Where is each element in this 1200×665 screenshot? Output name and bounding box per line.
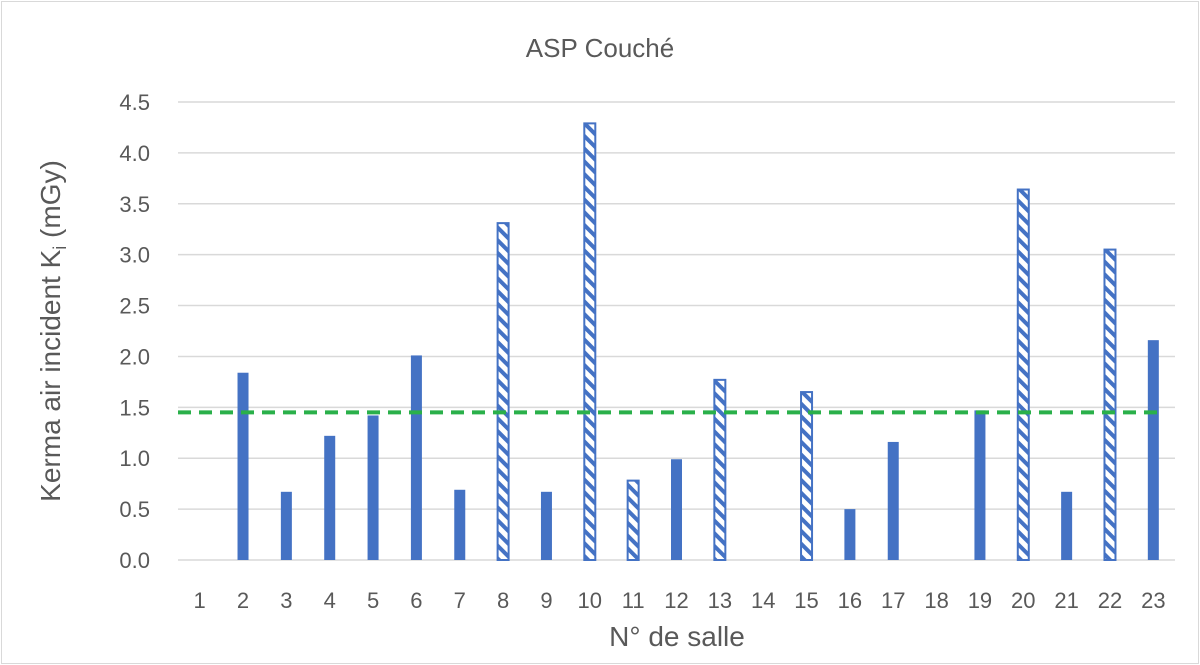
chart-title: ASP Couché [526, 33, 674, 63]
y-tick-label: 3.5 [119, 192, 150, 217]
x-tick-label: 22 [1098, 588, 1122, 613]
bar-salle-4 [324, 435, 336, 560]
y-tick-label: 0.5 [119, 497, 150, 522]
x-tick-label: 13 [708, 588, 732, 613]
bar-salle-9 [540, 491, 552, 560]
x-tick-label: 9 [540, 588, 552, 613]
x-tick-label: 8 [497, 588, 509, 613]
x-tick-label: 10 [578, 588, 602, 613]
bar-salle-5 [367, 415, 379, 560]
x-tick-label: 6 [410, 588, 422, 613]
x-tick-label: 21 [1054, 588, 1078, 613]
x-tick-label: 7 [454, 588, 466, 613]
x-tick-label: 1 [194, 588, 206, 613]
bar-salle-23 [1147, 340, 1159, 560]
x-tick-label: 4 [324, 588, 336, 613]
bar-salle-13 [713, 378, 727, 561]
x-tick-label: 12 [664, 588, 688, 613]
bar-salle-17 [887, 441, 899, 560]
y-tick-label: 1.5 [119, 395, 150, 420]
x-tick-label: 23 [1141, 588, 1165, 613]
y-axis-title: Kerma air incident Ki (mGy) [35, 160, 70, 502]
x-tick-label: 14 [751, 588, 775, 613]
y-axis-title-main: Kerma air incident K [35, 249, 66, 501]
x-tick-label: 2 [237, 588, 249, 613]
bar-salle-15 [800, 391, 814, 562]
x-tick-label: 5 [367, 588, 379, 613]
x-tick-label: 15 [794, 588, 818, 613]
x-tick-label: 17 [881, 588, 905, 613]
bar-salle-2 [237, 372, 249, 560]
bar-salle-3 [280, 491, 292, 560]
bar-salle-22 [1103, 248, 1117, 561]
bar-salle-16 [844, 509, 856, 560]
x-tick-label: 19 [968, 588, 992, 613]
bar-salle-6 [410, 355, 422, 560]
bar-salle-11 [626, 479, 640, 562]
bar-salle-7 [454, 489, 466, 560]
bar-salle-12 [671, 459, 682, 560]
y-tick-label: 0.0 [119, 548, 150, 573]
bar-salle-19 [974, 410, 986, 560]
x-tick-label: 16 [838, 588, 862, 613]
x-tick-label: 3 [280, 588, 292, 613]
bar-salle-21 [1061, 491, 1073, 560]
y-axis-title-unit: (mGy) [35, 160, 66, 246]
bar-salle-10 [583, 122, 597, 562]
y-tick-label: 2.0 [119, 344, 150, 369]
bar-salle-8 [496, 222, 510, 561]
y-tick-label: 1.0 [119, 446, 150, 471]
x-tick-label: 11 [622, 588, 645, 613]
y-tick-label: 4.5 [119, 90, 150, 115]
x-tick-label: 18 [924, 588, 948, 613]
x-axis-title: N° de salle [609, 621, 745, 652]
bar-salle-20 [1016, 188, 1030, 561]
x-tick-label: 20 [1011, 588, 1035, 613]
y-tick-label: 4.0 [119, 141, 150, 166]
y-tick-label: 2.5 [119, 294, 150, 319]
y-tick-label: 3.0 [119, 243, 150, 268]
y-axis-title-subscript: i [50, 246, 70, 250]
